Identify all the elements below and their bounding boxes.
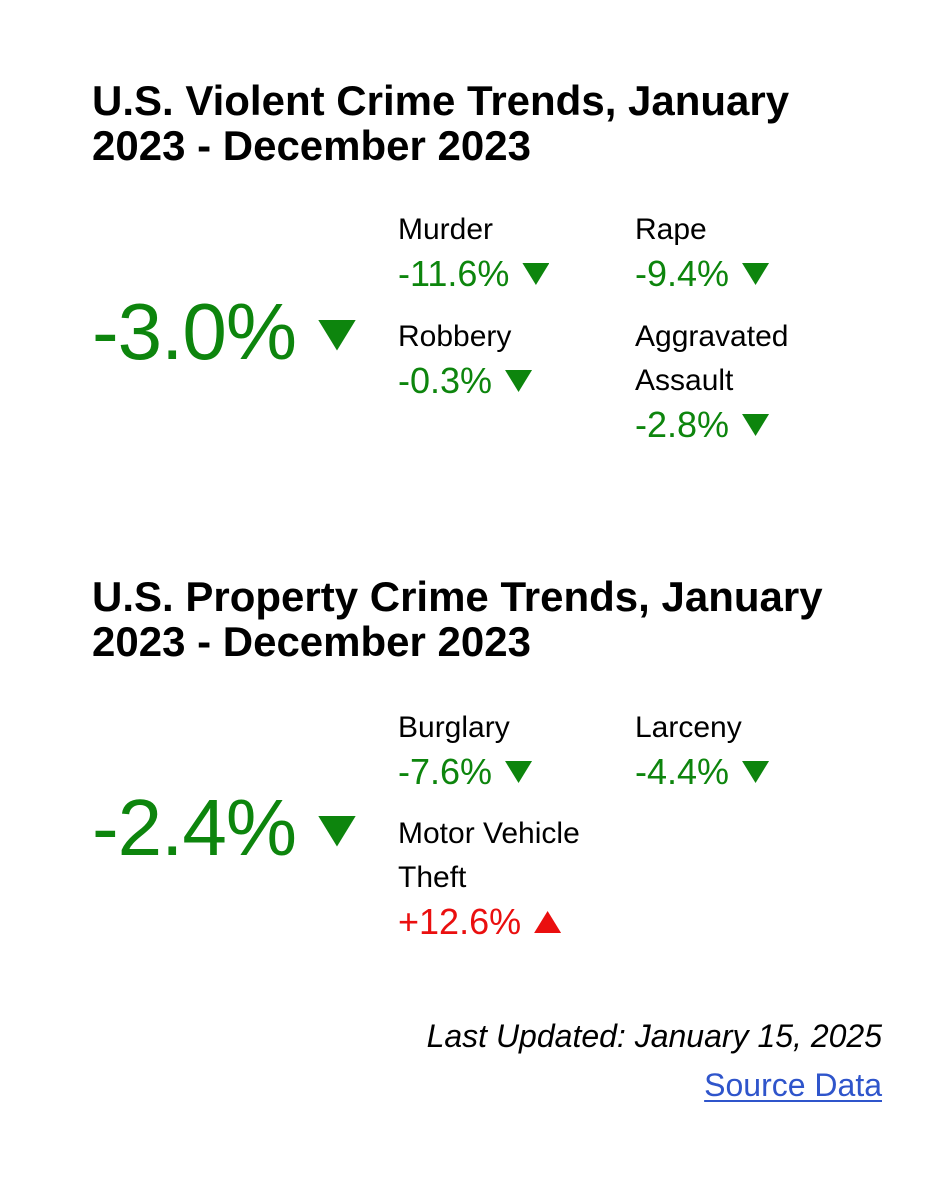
violent-overall-value: -3.0% — [92, 287, 297, 376]
stat-value-text: -0.3% — [398, 360, 493, 401]
property-overall-value: -2.4% — [92, 783, 297, 872]
triangle-down-icon — [742, 414, 770, 436]
triangle-down-icon — [522, 263, 550, 285]
stat-value: -7.6% — [398, 750, 630, 794]
stat-value-text: -11.6% — [398, 253, 510, 294]
stat-value-text: -9.4% — [635, 253, 730, 294]
triangle-down-icon — [317, 319, 356, 351]
stat-label: Motor Vehicle Theft — [398, 817, 580, 894]
stat-label: Aggravated Assault — [635, 320, 789, 397]
stat-larceny: Larceny -4.4% — [635, 706, 867, 794]
source-data-link[interactable]: Source Data — [704, 1067, 882, 1103]
stat-value: -2.8% — [635, 403, 867, 447]
stat-value: -0.3% — [398, 359, 630, 403]
property-overall-change: -2.4% — [92, 788, 356, 868]
stat-value: +12.6% — [398, 900, 630, 944]
stat-label: Rape — [635, 213, 707, 246]
stat-value-text: -2.8% — [635, 404, 730, 445]
stat-aggravated-assault: Aggravated Assault -2.8% — [635, 315, 867, 447]
triangle-up-icon — [534, 911, 562, 933]
triangle-down-icon — [505, 761, 533, 783]
stat-burglary: Burglary -7.6% — [398, 706, 630, 794]
stat-label: Larceny — [635, 711, 742, 744]
triangle-down-icon — [317, 815, 356, 847]
triangle-down-icon — [505, 370, 533, 392]
last-updated-text: Last Updated: January 15, 2025 — [426, 1018, 882, 1054]
stat-motor-vehicle-theft: Motor Vehicle Theft +12.6% — [398, 812, 630, 944]
property-crime-title: U.S. Property Crime Trends, January 2023… — [92, 573, 823, 665]
stat-rape: Rape -9.4% — [635, 208, 867, 296]
stat-value-text: +12.6% — [398, 901, 522, 942]
triangle-down-icon — [742, 263, 770, 285]
stat-label: Robbery — [398, 320, 512, 353]
stat-value: -4.4% — [635, 750, 867, 794]
stat-value: -9.4% — [635, 252, 867, 296]
stat-robbery: Robbery -0.3% — [398, 315, 630, 403]
stat-murder: Murder -11.6% — [398, 208, 630, 296]
violent-overall-change: -3.0% — [92, 292, 356, 372]
stat-value-text: -4.4% — [635, 751, 730, 792]
footer: Last Updated: January 15, 2025 Source Da… — [427, 1012, 882, 1110]
stat-label: Burglary — [398, 711, 510, 744]
violent-crime-title: U.S. Violent Crime Trends, January 2023 … — [92, 77, 790, 169]
stat-value-text: -7.6% — [398, 751, 493, 792]
triangle-down-icon — [742, 761, 770, 783]
stat-label: Murder — [398, 213, 494, 246]
stat-value: -11.6% — [398, 252, 630, 296]
